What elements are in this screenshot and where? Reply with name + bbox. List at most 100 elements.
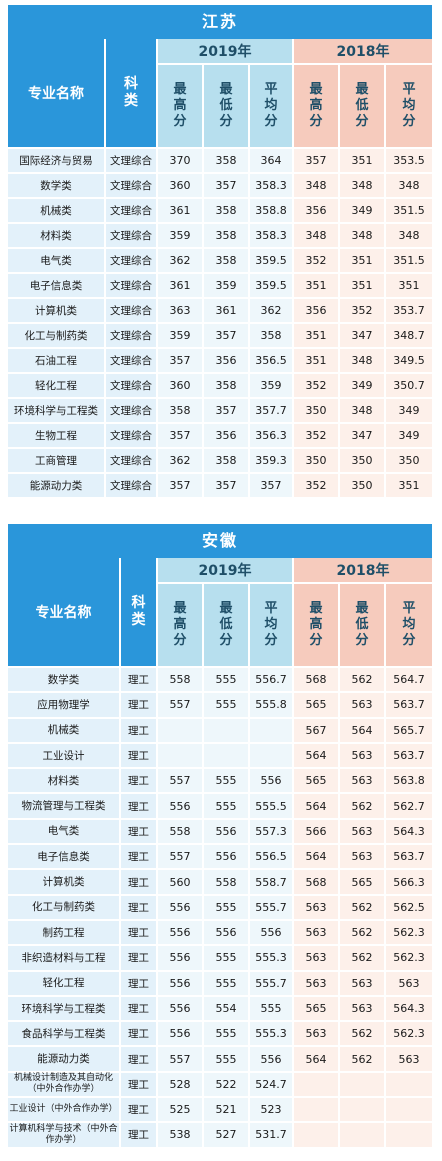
category: 文理综合 xyxy=(106,297,158,322)
2019-min: 555 xyxy=(204,666,250,692)
2018-min: 562 xyxy=(340,1020,387,1046)
2019-avg: 556 xyxy=(250,767,295,793)
2018-min: 351 xyxy=(340,247,387,272)
major-name: 电子信息类 xyxy=(8,843,121,869)
table-row: 制药工程 理工 556 556 556 563 562 562.3 xyxy=(8,918,433,945)
2018-min: 562 xyxy=(340,666,387,692)
table-body: 数学类 理工 558 555 556.7 568 562 564.7 应用物理学 理工 557 555… xyxy=(8,666,433,1147)
2018-avg: 564.3 xyxy=(386,994,433,1021)
category: 理工 xyxy=(121,1020,158,1046)
2019-max: 370 xyxy=(158,147,204,172)
header-major: 专业名称 xyxy=(8,39,106,147)
2018-max xyxy=(294,1096,341,1122)
header-avg: 平均分 xyxy=(386,584,433,666)
2019-min: 358 xyxy=(204,247,250,272)
table-body: 国际经济与贸易 文理综合 370 358 364 357 351 353.5 数学类 文理综合 36… xyxy=(8,147,433,497)
2019-min: 358 xyxy=(204,372,250,397)
2018-avg: 348 xyxy=(386,172,433,197)
major-name: 轻化工程 xyxy=(8,372,106,397)
2018-max: 565 xyxy=(294,994,341,1021)
2019-min: 358 xyxy=(204,197,250,222)
2018-max: 563 xyxy=(294,969,341,995)
category: 理工 xyxy=(121,691,158,717)
2019-min: 555 xyxy=(204,1045,250,1071)
2019-max: 556 xyxy=(158,969,204,995)
table-row: 应用物理学 理工 557 555 555.8 565 563 563.7 xyxy=(8,691,433,717)
2018-max: 566 xyxy=(294,817,341,844)
2018-min: 348 xyxy=(340,172,387,197)
2018-avg xyxy=(386,1121,433,1147)
2018-avg: 349.5 xyxy=(386,347,433,372)
category: 理工 xyxy=(121,1070,158,1097)
category: 理工 xyxy=(121,944,158,970)
2019-max: 359 xyxy=(158,222,204,247)
2018-avg: 349 xyxy=(386,397,433,422)
2019-min: 555 xyxy=(204,1020,250,1046)
header-category: 科类 xyxy=(106,39,158,147)
header-max: 最高分 xyxy=(294,584,341,666)
2018-max: 565 xyxy=(294,767,341,793)
2019-max: 560 xyxy=(158,868,204,894)
2019-max: 556 xyxy=(158,944,204,970)
header-avg: 平均分 xyxy=(250,65,295,147)
2019-min: 555 xyxy=(204,969,250,995)
category: 理工 xyxy=(121,792,158,818)
2018-max: 357 xyxy=(294,147,341,172)
2018-min: 351 xyxy=(340,272,387,297)
2019-min: 554 xyxy=(204,994,250,1021)
2018-max: 563 xyxy=(294,1020,341,1046)
major-name: 化工与制药类 xyxy=(8,893,121,919)
2019-min: 357 xyxy=(204,397,250,422)
major-name: 计算机科学与技术（中外合作办学） xyxy=(8,1121,121,1147)
2018-avg: 351.5 xyxy=(386,197,433,222)
2019-min: 357 xyxy=(204,322,250,347)
2018-max: 565 xyxy=(294,691,341,717)
2019-min: 358 xyxy=(204,222,250,247)
2018-avg: 562.3 xyxy=(386,1020,433,1046)
2018-min: 563 xyxy=(340,994,387,1021)
table-row: 电气类 文理综合 362 358 359.5 352 351 351.5 xyxy=(8,247,433,272)
table-row: 环境科学与工程类 理工 556 554 555 565 563 564.3 xyxy=(8,994,433,1021)
major-name: 能源动力类 xyxy=(8,1045,121,1071)
2019-avg: 555.3 xyxy=(250,944,295,970)
2018-avg: 565.7 xyxy=(386,716,433,742)
2018-avg: 353.7 xyxy=(386,297,433,322)
header-min: 最低分 xyxy=(204,65,250,147)
2018-max: 564 xyxy=(294,741,341,768)
category: 文理综合 xyxy=(106,272,158,297)
2019-min: 521 xyxy=(204,1096,250,1122)
2019-avg: 358.3 xyxy=(250,222,295,247)
2019-max xyxy=(158,741,204,768)
2018-min: 562 xyxy=(340,1045,387,1071)
category: 理工 xyxy=(121,767,158,793)
major-name: 电气类 xyxy=(8,817,121,844)
category: 文理综合 xyxy=(106,247,158,272)
2019-avg: 358.3 xyxy=(250,172,295,197)
2019-avg: 358 xyxy=(250,322,295,347)
table-row: 非织造材料与工程 理工 556 555 555.3 563 562 562.3 xyxy=(8,944,433,970)
2018-avg: 562.3 xyxy=(386,918,433,945)
2019-max: 538 xyxy=(158,1121,204,1147)
2018-avg xyxy=(386,1070,433,1097)
major-name: 机械类 xyxy=(8,197,106,222)
table-row: 机械类 理工 567 564 565.7 xyxy=(8,716,433,742)
category: 理工 xyxy=(121,843,158,869)
2019-min: 358 xyxy=(204,147,250,172)
2019-avg: 556.7 xyxy=(250,666,295,692)
table-row: 工业设计 理工 564 563 563.7 xyxy=(8,741,433,768)
table-row: 轻化工程 理工 556 555 555.7 563 563 563 xyxy=(8,969,433,995)
2019-avg: 357.7 xyxy=(250,397,295,422)
table-row: 材料类 理工 557 555 556 565 563 563.8 xyxy=(8,767,433,793)
2019-min: 359 xyxy=(204,272,250,297)
category: 理工 xyxy=(121,1121,158,1147)
2018-max: 352 xyxy=(294,247,341,272)
2018-min: 348 xyxy=(340,347,387,372)
category: 理工 xyxy=(121,969,158,995)
category: 理工 xyxy=(121,666,158,692)
table-row: 数学类 理工 558 555 556.7 568 562 564.7 xyxy=(8,666,433,692)
major-name: 物流管理与工程类 xyxy=(8,792,121,818)
2018-avg: 351 xyxy=(386,472,433,497)
2019-max xyxy=(158,716,204,742)
table-row: 电子信息类 文理综合 361 359 359.5 351 351 351 xyxy=(8,272,433,297)
2019-avg: 523 xyxy=(250,1096,295,1122)
